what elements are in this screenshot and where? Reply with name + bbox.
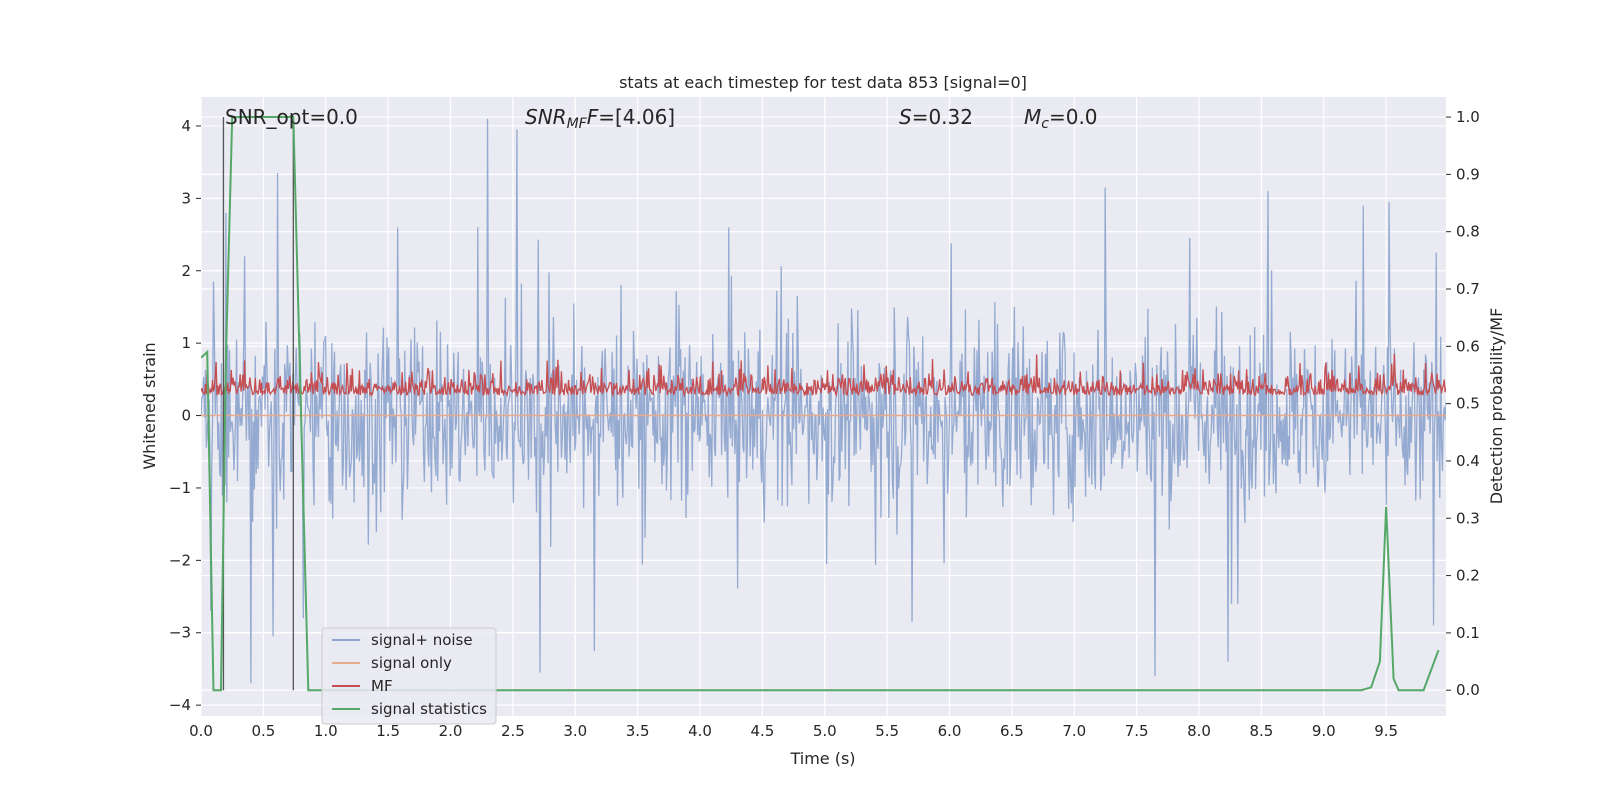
- y-tick-label-right: 0.8: [1456, 223, 1480, 241]
- x-tick-label: 5.5: [875, 722, 899, 740]
- y-tick-label-right: 0.4: [1456, 452, 1480, 470]
- x-tick-label: 1.5: [376, 722, 400, 740]
- x-tick-label: 9.0: [1312, 722, 1336, 740]
- x-tick-label: 8.5: [1249, 722, 1273, 740]
- x-tick-label: 7.0: [1062, 722, 1086, 740]
- y-tick-label-right: 0.3: [1456, 509, 1480, 527]
- y-tick-label-right: 0.1: [1456, 624, 1480, 642]
- legend-label-mf: MF: [371, 677, 393, 695]
- legend: signal+ noise signal only MF signal stat…: [321, 627, 497, 725]
- y-tick-label-right: 0.7: [1456, 280, 1480, 298]
- x-tick-label: 3.0: [563, 722, 587, 740]
- y-tick-label-left: −2: [169, 551, 191, 569]
- legend-label-signal-statistics: signal statistics: [371, 700, 487, 718]
- legend-label-signal-only: signal only: [371, 654, 452, 672]
- x-tick-label: 2.5: [501, 722, 525, 740]
- y-tick-label-right: 0.2: [1456, 567, 1480, 585]
- series-mf: [201, 353, 1446, 398]
- y-axis-label-right: Detection probability/MF: [1487, 308, 1506, 505]
- y-tick-label-right: 0.9: [1456, 165, 1480, 183]
- x-tick-label: 0.0: [189, 722, 213, 740]
- annotation-snr-opt: SNR_opt=0.0: [225, 105, 358, 129]
- x-tick-label: 4.0: [688, 722, 712, 740]
- y-tick-label-left: 4: [181, 117, 191, 135]
- plot-series: [201, 116, 1446, 692]
- x-tick-label: 2.0: [439, 722, 463, 740]
- y-tick-label-left: −4: [169, 696, 191, 714]
- x-axis-label: Time (s): [789, 749, 855, 768]
- series-signal-noise: [201, 118, 1446, 684]
- x-tick-label: 6.5: [1000, 722, 1024, 740]
- legend-label-signal-noise: signal+ noise: [371, 631, 473, 649]
- ticks: 0.0 0.5 1.0 1.5 2.0 2.5 3.0 3.5 4.0 4.5 5.0 5.5 6.0 6…: [169, 108, 1480, 740]
- y-tick-label-right: 0.5: [1456, 395, 1480, 413]
- x-tick-label: 4.5: [750, 722, 774, 740]
- x-tick-label: 0.5: [251, 722, 275, 740]
- annotation-snr-mf: SNRMFF=[4.06]: [525, 105, 675, 132]
- x-tick-label: 9.5: [1374, 722, 1398, 740]
- annotation-s: S=0.32: [899, 105, 973, 129]
- x-tick-label: 6.0: [938, 722, 962, 740]
- y-tick-label-left: −1: [169, 479, 191, 497]
- y-axis-label-left: Whitened strain: [140, 342, 159, 469]
- legend-box: [321, 627, 497, 725]
- x-tick-label: 8.0: [1187, 722, 1211, 740]
- y-tick-label-right: 1.0: [1456, 108, 1480, 126]
- y-tick-label-left: 1: [181, 334, 191, 352]
- y-tick-label-left: −3: [169, 624, 191, 642]
- y-tick-label-right: 0.6: [1456, 337, 1480, 355]
- y-tick-label-left: 0: [181, 407, 191, 425]
- x-tick-label: 1.0: [314, 722, 338, 740]
- x-tick-label: 7.5: [1125, 722, 1149, 740]
- x-tick-label: 3.5: [626, 722, 650, 740]
- y-tick-label-left: 3: [181, 189, 191, 207]
- x-tick-label: 5.0: [813, 722, 837, 740]
- y-tick-label-left: 2: [181, 262, 191, 280]
- annotation-mc: Mc=0.0: [1024, 105, 1098, 132]
- chart-title: stats at each timestep for test data 853…: [619, 73, 1027, 92]
- series-signal-statistics: [201, 116, 1440, 692]
- y-tick-label-right: 0.0: [1456, 681, 1480, 699]
